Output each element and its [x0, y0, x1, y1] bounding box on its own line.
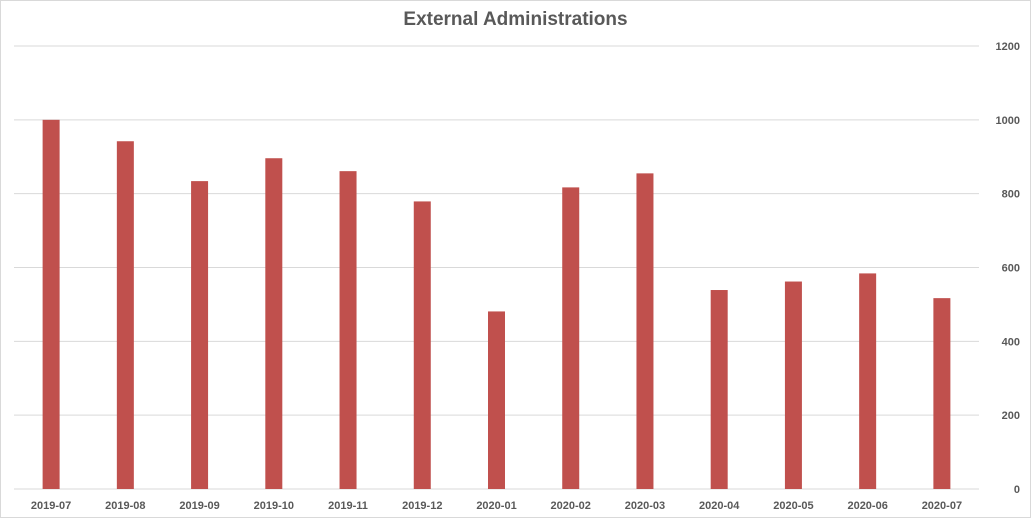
x-tick-label: 2020-05: [773, 500, 813, 512]
y-tick-label: 200: [1002, 410, 1020, 422]
bar-2019-09: [191, 181, 209, 490]
x-tick-label: 2020-04: [699, 500, 740, 512]
x-tick-label: 2019-10: [254, 500, 294, 512]
bar-2020-01: [488, 311, 505, 489]
bar-2019-08: [116, 141, 134, 489]
chart-title: External Administrations: [403, 9, 628, 30]
bar-2019-12: [413, 201, 431, 489]
y-tick-label: 0: [1014, 484, 1020, 496]
x-tick-label: 2019-08: [105, 500, 145, 512]
bar-2020-05: [784, 281, 802, 489]
y-tick-label: 600: [1002, 263, 1020, 275]
bar-2020-03: [636, 173, 654, 490]
bar-2020-06: [859, 273, 877, 489]
bar-2019-11: [339, 171, 357, 489]
x-tick-label: 2020-02: [551, 500, 591, 512]
y-tick-label: 800: [1002, 189, 1020, 201]
y-tick-label: 400: [1002, 336, 1020, 348]
x-tick-label: 2020-06: [847, 500, 887, 512]
x-tick-label: 2019-09: [179, 500, 219, 512]
x-tick-label: 2019-12: [402, 500, 442, 512]
x-tick-label: 2020-03: [625, 500, 665, 512]
bar-2020-07: [933, 298, 951, 489]
y-tick-label: 1000: [996, 115, 1020, 127]
x-tick-label: 2019-11: [328, 500, 368, 512]
bar-2020-04: [710, 290, 728, 489]
x-tick-label: 2020-07: [922, 500, 962, 512]
y-tick-label: 1200: [996, 41, 1020, 53]
bar-2019-07: [42, 119, 60, 489]
bar-2020-02: [562, 187, 580, 489]
bar-2019-10: [265, 158, 283, 489]
x-tick-label: 2020-01: [476, 500, 516, 512]
x-tick-label: 2019-07: [31, 500, 71, 512]
